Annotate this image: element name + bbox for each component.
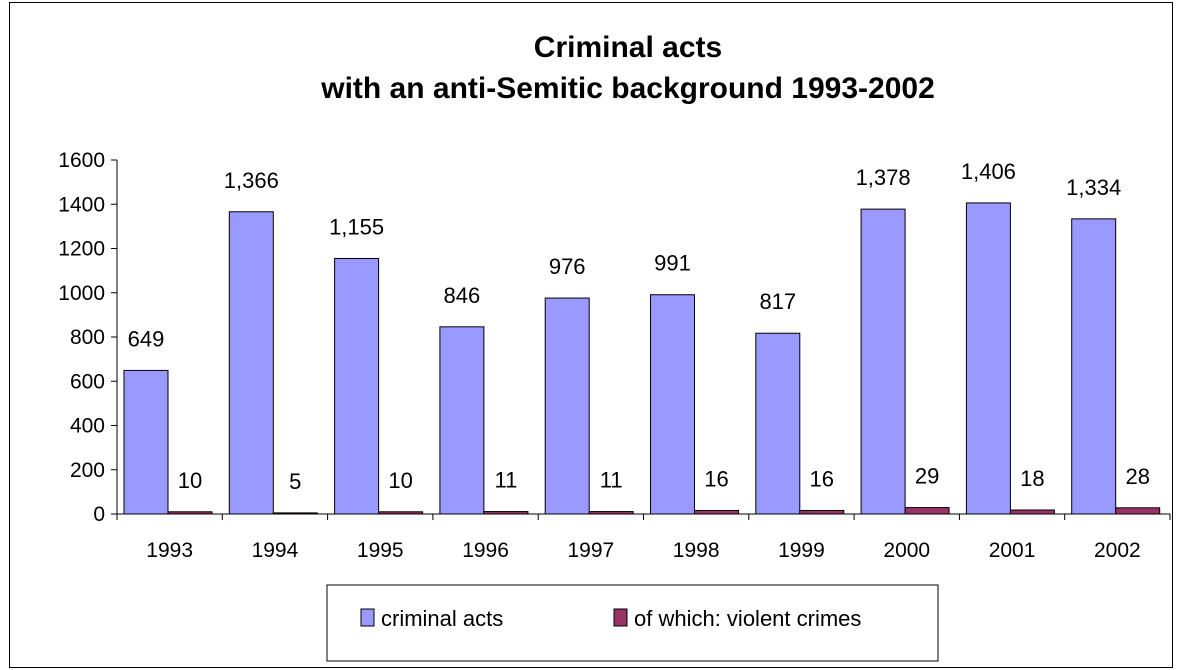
data-label-criminal-acts: 649	[128, 326, 165, 351]
data-label-violent-crimes: 29	[915, 464, 939, 489]
bar-criminal-acts	[755, 332, 801, 515]
y-tick-label: 200	[70, 459, 105, 482]
x-tick-label: 1994	[252, 539, 299, 562]
legend-label-criminal-acts: criminal acts	[381, 606, 503, 631]
data-label-violent-crimes: 11	[600, 468, 623, 493]
x-tick-label: 1997	[567, 539, 614, 562]
data-label-criminal-acts: 817	[759, 289, 796, 314]
chart-legend: criminal acts of which: violent crimes	[326, 584, 939, 662]
x-tick-label: 1993	[146, 539, 193, 562]
bar-criminal-acts	[1071, 218, 1117, 515]
x-tick-label: 1995	[357, 539, 404, 562]
bar-violent-crimes	[483, 511, 529, 515]
y-tick-label: 1400	[58, 193, 105, 216]
data-label-violent-crimes: 10	[178, 468, 202, 493]
data-label-violent-crimes: 16	[810, 466, 834, 491]
chart-title-line-1: Criminal acts	[534, 31, 722, 64]
bar-criminal-acts	[650, 294, 695, 515]
bar-violent-crimes	[167, 511, 213, 515]
y-tick-label: 800	[70, 326, 105, 349]
bar-violent-crimes	[272, 512, 318, 515]
chart-title-line-2: with an anti-Semitic background 1993-200…	[320, 72, 935, 105]
x-tick-label: 1998	[673, 539, 720, 562]
bar-violent-crimes	[1115, 507, 1161, 515]
y-tick-label: 1200	[58, 238, 105, 261]
data-label-violent-crimes: 18	[1020, 466, 1044, 491]
legend-label-violent-crimes: of which: violent crimes	[634, 606, 861, 631]
bar-criminal-acts	[860, 208, 906, 515]
legend-swatch-criminal-acts	[360, 608, 375, 627]
legend-swatch-violent-crimes	[613, 608, 628, 627]
bar-criminal-acts	[544, 297, 590, 515]
data-label-criminal-acts: 1,406	[961, 159, 1016, 184]
x-tick-label: 1999	[778, 539, 825, 562]
data-label-violent-crimes: 5	[289, 469, 301, 494]
data-label-criminal-acts: 991	[654, 251, 691, 276]
x-tick-label: 2001	[989, 539, 1036, 562]
bar-criminal-acts	[228, 211, 274, 515]
data-label-criminal-acts: 1,378	[856, 165, 911, 190]
x-tick-label: 2002	[1094, 539, 1141, 562]
data-label-criminal-acts: 1,155	[329, 214, 384, 239]
bar-violent-crimes	[588, 511, 634, 515]
data-label-criminal-acts: 1,334	[1066, 175, 1121, 200]
y-tick-label: 1600	[58, 149, 105, 172]
data-label-criminal-acts: 846	[444, 283, 481, 308]
bar-criminal-acts	[439, 326, 485, 515]
legend-box	[326, 584, 939, 662]
bar-violent-crimes	[799, 509, 845, 515]
chart-data-labels: 649 10 1,366 5 1,155 10 846 11 976 11 991 16 817 16 1,…	[128, 159, 1150, 494]
chart-bars	[123, 202, 1161, 515]
data-label-violent-crimes: 28	[1125, 464, 1149, 489]
data-label-violent-crimes: 16	[704, 466, 728, 491]
bar-criminal-acts	[965, 202, 1011, 515]
x-tick-label: 1996	[462, 539, 509, 562]
bar-criminal-acts	[334, 257, 380, 515]
bar-violent-crimes	[904, 507, 950, 515]
data-label-criminal-acts: 1,366	[224, 168, 279, 193]
bar-violent-crimes	[1009, 509, 1055, 515]
data-label-violent-crimes: 11	[494, 468, 517, 493]
bar-violent-crimes	[378, 511, 424, 515]
bar-criminal-acts	[123, 369, 169, 515]
y-tick-label: 1000	[58, 282, 105, 305]
x-tick-label: 2000	[883, 539, 930, 562]
y-tick-label: 0	[93, 503, 105, 526]
y-tick-label: 600	[70, 370, 105, 393]
data-label-criminal-acts: 976	[549, 254, 586, 279]
y-tick-label: 400	[70, 415, 105, 438]
bar-violent-crimes	[694, 509, 739, 515]
data-label-violent-crimes: 10	[388, 468, 412, 493]
